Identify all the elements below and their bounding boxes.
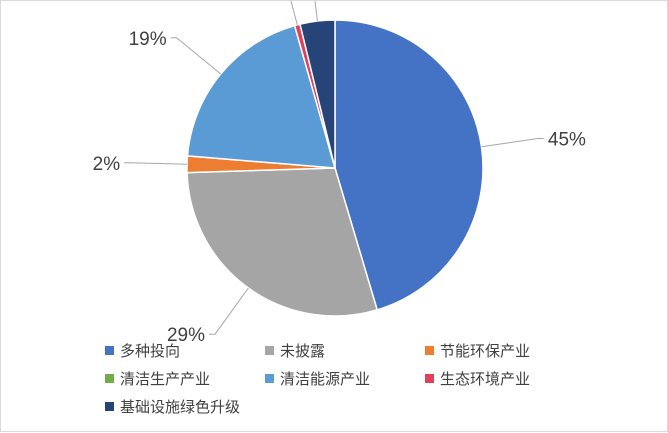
data-label: 2%: [93, 154, 121, 175]
legend-label: 未披露: [280, 341, 326, 360]
legend-swatch: [425, 373, 434, 383]
legend: 多种投向 未披露 节能环保产业 清洁生产产业 清洁能源产业 生态环境产业 基础设…: [105, 339, 575, 417]
legend-item-节能环保产业: 节能环保产业: [425, 339, 575, 361]
legend-swatch: [105, 401, 114, 411]
data-label: 19%: [129, 29, 167, 50]
legend-label: 基础设施绿色升级: [120, 397, 241, 416]
legend-swatch: [105, 345, 114, 355]
leader-line: [124, 162, 188, 165]
legend-swatch: [265, 373, 274, 383]
legend-label: 生态环境产业: [440, 369, 531, 388]
legend-swatch: [105, 373, 114, 383]
leader-line: [314, 1, 318, 22]
legend-item-基础设施绿色升级: 基础设施绿色升级: [105, 395, 265, 417]
legend-label: 多种投向: [120, 341, 181, 360]
legend-item-多种投向: 多种投向: [105, 339, 265, 361]
slice-未披露: [186, 167, 379, 317]
legend-swatch: [425, 345, 434, 355]
leader-line: [481, 138, 544, 148]
legend-label: 清洁能源产业: [280, 369, 371, 388]
data-label: 45%: [548, 130, 586, 151]
legend-item-生态环境产业: 生态环境产业: [425, 367, 575, 389]
legend-item-未披露: 未披露: [265, 339, 425, 361]
legend-label: 节能环保产业: [440, 341, 531, 360]
legend-item-清洁生产产业: 清洁生产产业: [105, 367, 265, 389]
leader-line: [170, 37, 222, 75]
legend-swatch: [265, 345, 274, 355]
data-label: 29%: [167, 325, 205, 346]
legend-item-清洁能源产业: 清洁能源产业: [265, 367, 425, 389]
leader-line: [290, 1, 298, 26]
leader-line: [209, 287, 249, 335]
legend-label: 清洁生产产业: [120, 369, 211, 388]
slice-多种投向: [334, 19, 484, 311]
